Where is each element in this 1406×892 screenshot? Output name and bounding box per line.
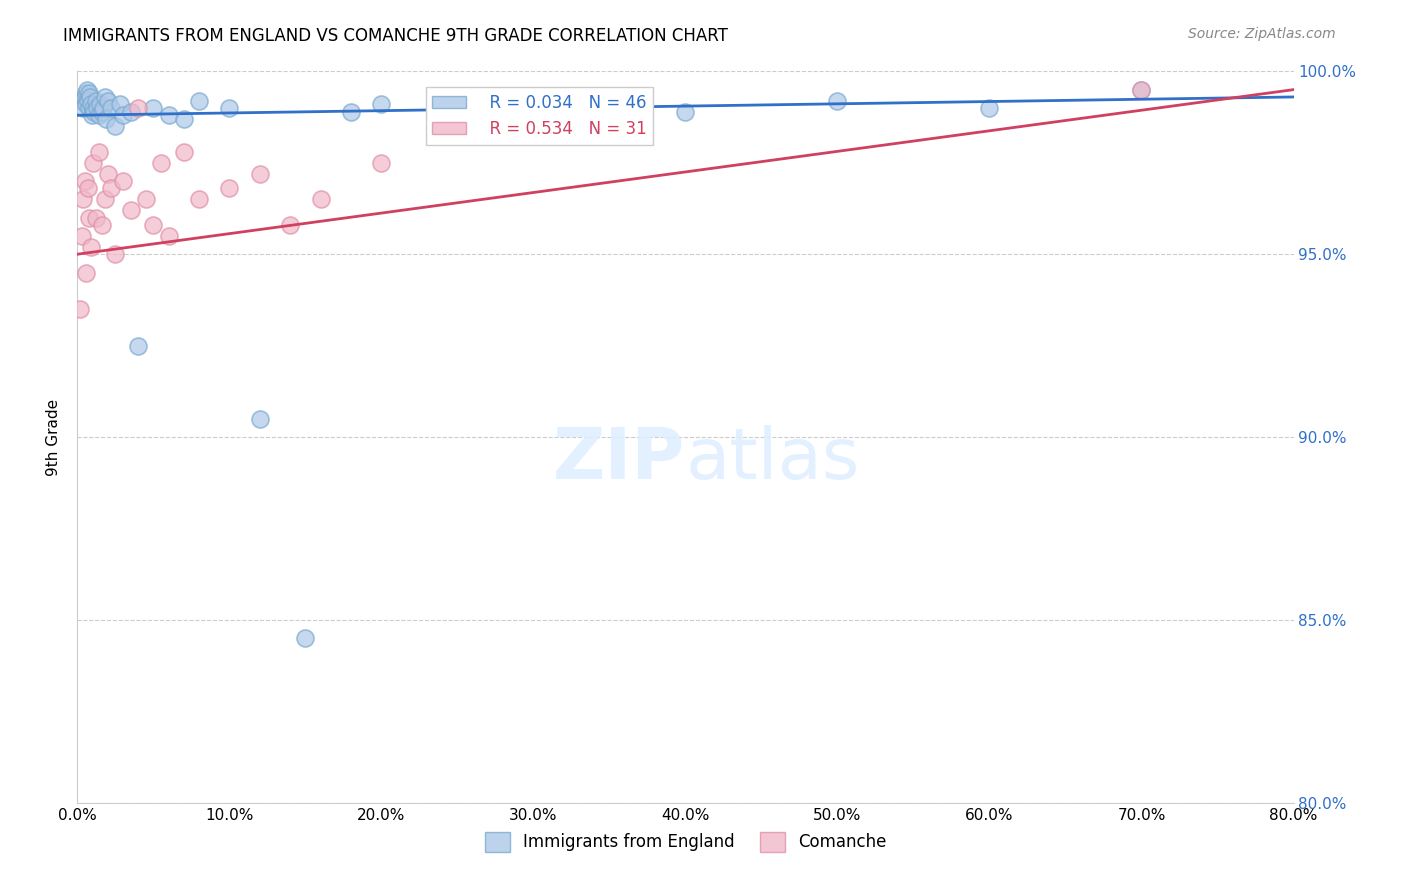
Point xyxy=(72,101,94,115)
Point xyxy=(628,101,651,115)
Point xyxy=(96,112,118,126)
Point xyxy=(91,101,114,115)
Point xyxy=(83,104,105,119)
Point xyxy=(675,104,697,119)
Point xyxy=(84,211,107,225)
Point xyxy=(309,193,332,207)
Point xyxy=(93,90,115,104)
Point xyxy=(294,632,316,646)
Point xyxy=(79,90,101,104)
Point xyxy=(111,108,134,122)
Point xyxy=(104,247,127,261)
Point xyxy=(188,94,211,108)
Text: ZIP: ZIP xyxy=(553,425,686,493)
Point xyxy=(84,94,107,108)
Point xyxy=(73,90,96,104)
Point xyxy=(218,101,240,115)
Point xyxy=(97,167,120,181)
Point xyxy=(104,120,127,134)
Point xyxy=(135,193,157,207)
Point xyxy=(86,101,108,115)
Point xyxy=(979,101,1001,115)
Point xyxy=(218,181,240,195)
Point xyxy=(446,101,468,115)
Point xyxy=(70,94,93,108)
Point xyxy=(72,193,94,207)
Point xyxy=(89,97,111,112)
Point xyxy=(97,94,120,108)
Point xyxy=(340,104,363,119)
Point xyxy=(598,97,620,112)
Point xyxy=(73,174,96,188)
Point xyxy=(157,229,180,244)
Point xyxy=(108,97,131,112)
Text: IMMIGRANTS FROM ENGLAND VS COMANCHE 9TH GRADE CORRELATION CHART: IMMIGRANTS FROM ENGLAND VS COMANCHE 9TH … xyxy=(63,27,728,45)
Point xyxy=(120,104,142,119)
Point xyxy=(90,104,112,119)
Point xyxy=(93,193,115,207)
Point xyxy=(75,97,97,112)
Point xyxy=(173,145,195,159)
Point xyxy=(149,155,172,169)
Point xyxy=(827,94,849,108)
Point xyxy=(188,193,211,207)
Point xyxy=(80,240,103,254)
Point xyxy=(127,339,149,353)
Point xyxy=(173,112,195,126)
Point xyxy=(77,181,100,195)
Point xyxy=(70,229,93,244)
Point xyxy=(80,97,103,112)
Point xyxy=(69,301,91,317)
Point xyxy=(1130,83,1153,97)
Point xyxy=(77,94,100,108)
Point xyxy=(87,145,110,159)
Point xyxy=(249,167,271,181)
Point xyxy=(157,108,180,122)
Point xyxy=(100,181,122,195)
Point xyxy=(127,101,149,115)
Point xyxy=(82,155,104,169)
Point xyxy=(120,203,142,218)
Point xyxy=(75,266,97,280)
Point xyxy=(370,155,392,169)
Point xyxy=(75,87,97,101)
Point xyxy=(79,211,101,225)
Point xyxy=(142,101,165,115)
Point xyxy=(76,83,98,97)
Point xyxy=(77,87,100,101)
Point xyxy=(79,101,101,115)
Point xyxy=(249,412,271,426)
Point xyxy=(370,97,392,112)
Point xyxy=(111,174,134,188)
Point xyxy=(87,108,110,122)
Point xyxy=(142,218,165,232)
Point xyxy=(100,101,122,115)
Text: Source: ZipAtlas.com: Source: ZipAtlas.com xyxy=(1188,27,1336,41)
Text: atlas: atlas xyxy=(686,425,860,493)
Legend: Immigrants from England, Comanche: Immigrants from England, Comanche xyxy=(477,823,894,860)
Point xyxy=(82,101,104,115)
Point xyxy=(1130,83,1153,97)
Point xyxy=(80,108,103,122)
Point xyxy=(522,108,544,122)
Point xyxy=(90,218,112,232)
Y-axis label: 9th Grade: 9th Grade xyxy=(46,399,62,475)
Point xyxy=(278,218,301,232)
